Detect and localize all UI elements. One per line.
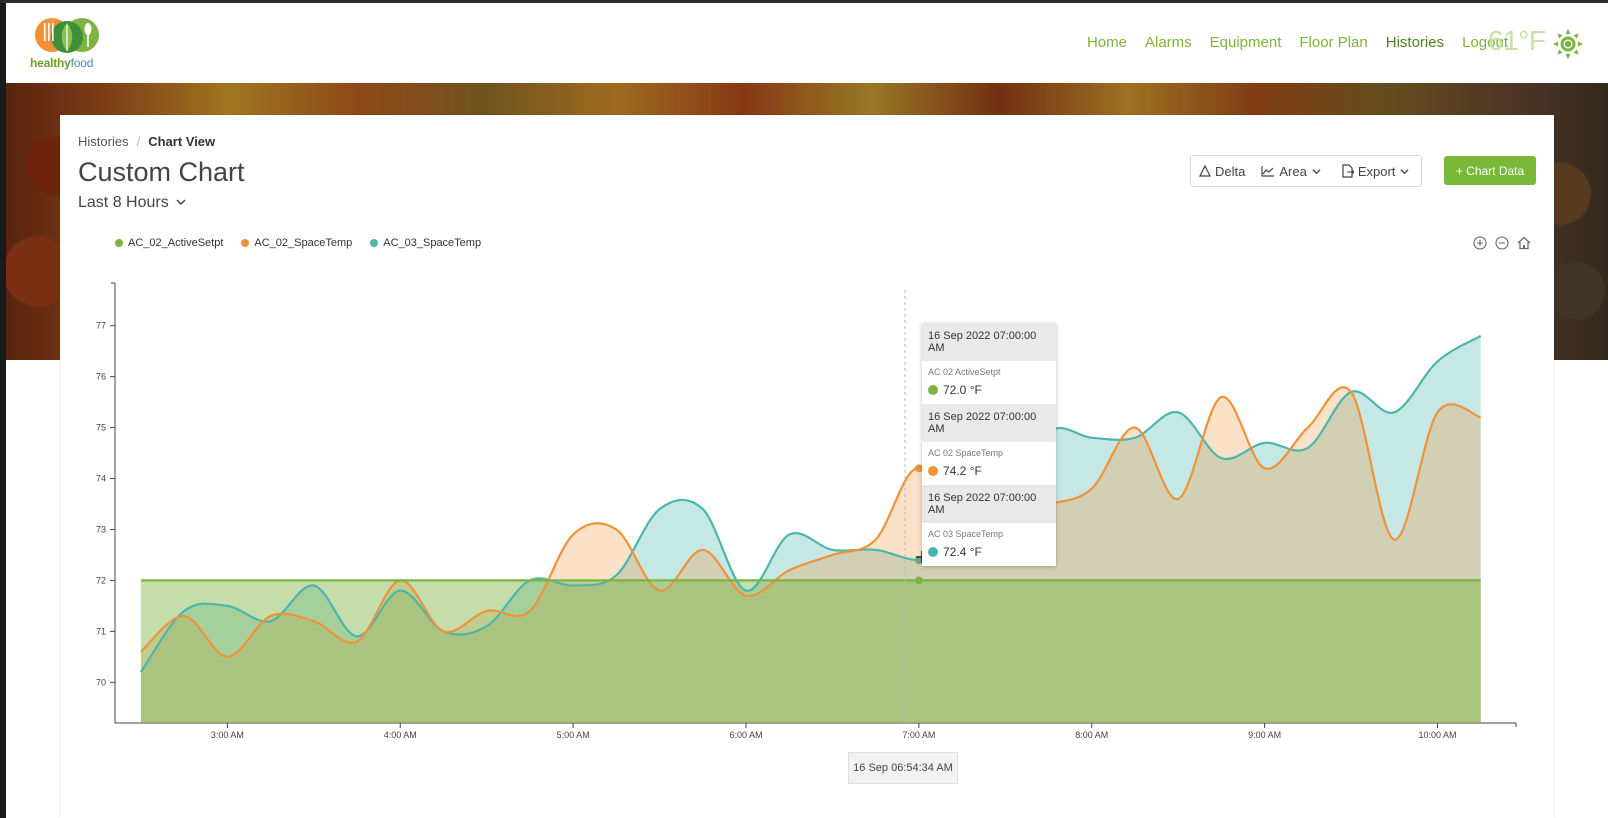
nav-floor-plan[interactable]: Floor Plan: [1299, 34, 1368, 51]
breadcrumb: Histories / Chart View: [78, 134, 215, 149]
x-tick-label: 9:00 AM: [1248, 730, 1281, 740]
series-area-ac-02-spacetemp: [140, 387, 1481, 723]
tooltip-series-value: 74.2 °F: [928, 464, 1050, 478]
x-tick-label: 4:00 AM: [384, 730, 417, 740]
delta-label: Delta: [1215, 163, 1246, 179]
tooltip-time: 16 Sep 2022 07:00:00 AM: [922, 323, 1056, 361]
tooltip-value-text: 72.4 °F: [943, 545, 982, 559]
legend-label: AC_03_SpaceTemp: [383, 237, 482, 249]
legend-swatch: [115, 239, 123, 247]
series-line-ac-03-spacetemp[interactable]: [140, 334, 1482, 673]
x-tick-label: 3:00 AM: [211, 730, 244, 740]
tooltip-value-text: 72.0 °F: [943, 383, 982, 397]
page-title: Custom Chart: [78, 157, 245, 187]
chevron-down-icon: [1312, 168, 1321, 174]
time-range-label: Last 8 Hours: [78, 194, 169, 211]
chart-legend: AC_02_ActiveSetpt AC_02_SpaceTemp AC_03_…: [115, 237, 499, 249]
export-label: Export: [1357, 163, 1396, 179]
history-chart[interactable]: 70 71 72 73 74 75 76 77 3:00 AM 4:00 AM 5:00 AM 6:0…: [60, 115, 1554, 818]
zoom-out-icon[interactable]: [1494, 235, 1510, 251]
tooltip-series-value: 72.0 °F: [928, 383, 1050, 397]
zoom-in-icon[interactable]: [1472, 235, 1488, 251]
chart-tooltip: 16 Sep 2022 07:00:00 AM AC 02 ActiveSetp…: [922, 323, 1056, 566]
breadcrumb-separator: /: [136, 134, 141, 149]
tooltip-swatch: [928, 466, 938, 476]
tooltip-swatch: [928, 385, 938, 395]
main-nav: Home Alarms Equipment Floor Plan Histori…: [1069, 34, 1508, 51]
x-tick-label: 7:00 AM: [902, 730, 935, 740]
y-tick-label: 75: [96, 423, 106, 433]
window-left-edge: [0, 3, 6, 818]
y-tick-label: 72: [96, 575, 106, 585]
legend-item[interactable]: AC_03_SpaceTemp: [370, 237, 481, 249]
x-tick-label: 5:00 AM: [557, 730, 590, 740]
chevron-down-icon: [176, 199, 186, 206]
breadcrumb-histories[interactable]: Histories: [78, 134, 129, 149]
hover-point-setpt: [914, 576, 923, 585]
hover-point-space02: [914, 464, 923, 473]
tooltip-series-name: AC 02 ActiveSetpt: [928, 367, 1001, 377]
crosshair-time-label: 16 Sep 06:54:34 AM: [848, 752, 958, 784]
export-file-icon: [1342, 164, 1354, 178]
reset-zoom-home-icon[interactable]: [1516, 235, 1532, 251]
chevron-down-icon: [1400, 168, 1409, 174]
brand-word-healthy: healthy: [30, 56, 71, 70]
add-chart-data-button[interactable]: + Chart Data: [1444, 156, 1536, 185]
nav-equipment[interactable]: Equipment: [1209, 34, 1282, 51]
x-tick-label: 8:00 AM: [1075, 730, 1108, 740]
healthy-food-logo-icon[interactable]: [30, 13, 104, 75]
legend-swatch: [241, 239, 250, 247]
delta-icon: [1199, 165, 1211, 177]
y-tick-label: 71: [96, 626, 106, 636]
legend-label: AC_02_SpaceTemp: [254, 237, 353, 249]
sun-icon: [1553, 29, 1583, 59]
area-dropdown[interactable]: Area: [1253, 156, 1332, 186]
time-range-dropdown[interactable]: Last 8 Hours: [78, 194, 186, 212]
tooltip-swatch: [928, 547, 938, 557]
y-tick-label: 73: [96, 524, 106, 534]
x-tick-label: 10:00 AM: [1418, 730, 1456, 740]
tooltip-time: 16 Sep 2022 07:00:00 AM: [922, 485, 1056, 523]
y-tick-label: 74: [96, 474, 106, 484]
tooltip-series-name: AC 02 SpaceTemp: [928, 448, 1004, 458]
window-top-edge: [0, 0, 1608, 3]
area-label: Area: [1279, 163, 1307, 179]
outdoor-temperature: 61°F: [1488, 25, 1546, 56]
tooltip-entry: AC 02 SpaceTemp 74.2 °F: [922, 442, 1056, 485]
series-area-ac-02-activesetpt: [140, 580, 1481, 723]
y-tick-label: 77: [96, 321, 106, 331]
tooltip-entry: AC 03 SpaceTemp 72.4 °F: [922, 523, 1056, 566]
chart-toolbar: Delta Area Export: [1190, 155, 1423, 187]
tooltip-value-text: 74.2 °F: [943, 464, 982, 478]
legend-item[interactable]: AC_02_ActiveSetpt: [115, 237, 223, 249]
tooltip-time: 16 Sep 2022 07:00:00 AM: [922, 404, 1056, 442]
y-tick-label: 70: [96, 677, 106, 687]
export-dropdown[interactable]: Export: [1333, 156, 1422, 186]
nav-alarms[interactable]: Alarms: [1144, 34, 1192, 51]
app-header: healthyfood Home Alarms Equipment Floor …: [6, 3, 1608, 83]
brand-word-food: food: [70, 56, 94, 70]
legend-swatch: [370, 239, 379, 247]
area-chart-icon: [1261, 166, 1275, 177]
legend-label: AC_02_ActiveSetpt: [128, 237, 224, 249]
breadcrumb-chart-view: Chart View: [148, 134, 216, 149]
nav-histories[interactable]: Histories: [1385, 34, 1445, 51]
x-tick-label: 6:00 AM: [729, 730, 762, 740]
y-tick-label: 76: [96, 372, 106, 382]
hover-point-space03: [914, 556, 923, 565]
chart-card: Histories / Chart View Custom Chart Last 8…: [60, 115, 1554, 818]
tooltip-series-value: 72.4 °F: [928, 545, 1050, 559]
chart-zoom-controls: [1472, 235, 1532, 251]
delta-button[interactable]: Delta: [1191, 156, 1253, 186]
series-line-ac-02-spacetemp[interactable]: [140, 386, 1482, 658]
tooltip-entry: AC 02 ActiveSetpt 72.0 °F: [922, 361, 1056, 404]
nav-home[interactable]: Home: [1086, 34, 1127, 51]
brand-wordmark: healthyfood: [30, 56, 93, 70]
tooltip-series-name: AC 03 SpaceTemp: [928, 529, 1004, 539]
legend-item[interactable]: AC_02_SpaceTemp: [241, 237, 352, 249]
nav-logout[interactable]: Logout: [1462, 34, 1508, 51]
